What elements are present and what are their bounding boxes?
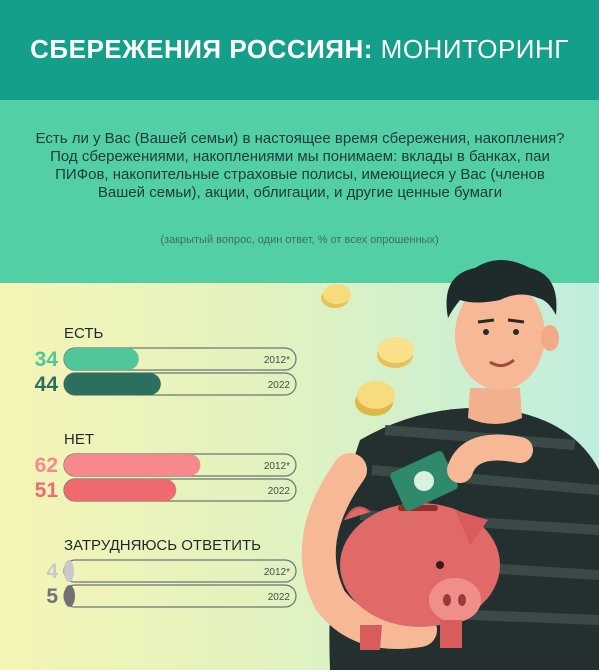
question-panel — [0, 100, 599, 283]
value-label: 51 — [35, 479, 59, 502]
bar — [64, 373, 161, 395]
banknote-icon — [390, 451, 458, 511]
year-label: 2012* — [264, 355, 290, 366]
title-bold: СБЕРЕЖЕНИЯ РОССИЯН: — [30, 34, 373, 64]
page-title: СБЕРЕЖЕНИЯ РОССИЯН: МОНИТОРИНГ — [0, 34, 599, 65]
bar — [64, 479, 177, 501]
year-label: 2012* — [264, 461, 290, 472]
value-label: 5 — [46, 585, 58, 608]
year-label: 2022 — [268, 486, 291, 497]
piggy-bank-icon — [340, 503, 500, 650]
header-banner — [0, 0, 599, 100]
value-label: 34 — [35, 348, 59, 371]
bar — [64, 348, 139, 370]
bar-track — [63, 584, 297, 608]
question-note: (закрытый вопрос, один ответ, % от всех … — [160, 234, 439, 246]
year-label: 2022 — [268, 592, 291, 603]
value-label: 4 — [46, 560, 58, 583]
year-label: 2012* — [264, 567, 290, 578]
coin-icon — [377, 337, 414, 368]
bar-track — [63, 559, 297, 583]
year-label: 2022 — [268, 380, 291, 391]
value-label: 62 — [35, 454, 58, 477]
bar — [64, 585, 75, 607]
coin-icon — [355, 381, 395, 416]
coin-icon — [321, 284, 351, 308]
group-label: ЕСТЬ — [64, 325, 104, 342]
group-label: ЗАТРУДНЯЮСЬ ОТВЕТИТЬ — [64, 537, 261, 554]
question-text: Есть ли у Вас (Вашей семьи) в настоящее … — [35, 130, 565, 201]
bar — [64, 560, 74, 582]
value-label: 44 — [35, 373, 59, 396]
bar — [64, 454, 201, 476]
title-light: МОНИТОРИНГ — [380, 34, 569, 64]
group-label: НЕТ — [64, 431, 94, 448]
